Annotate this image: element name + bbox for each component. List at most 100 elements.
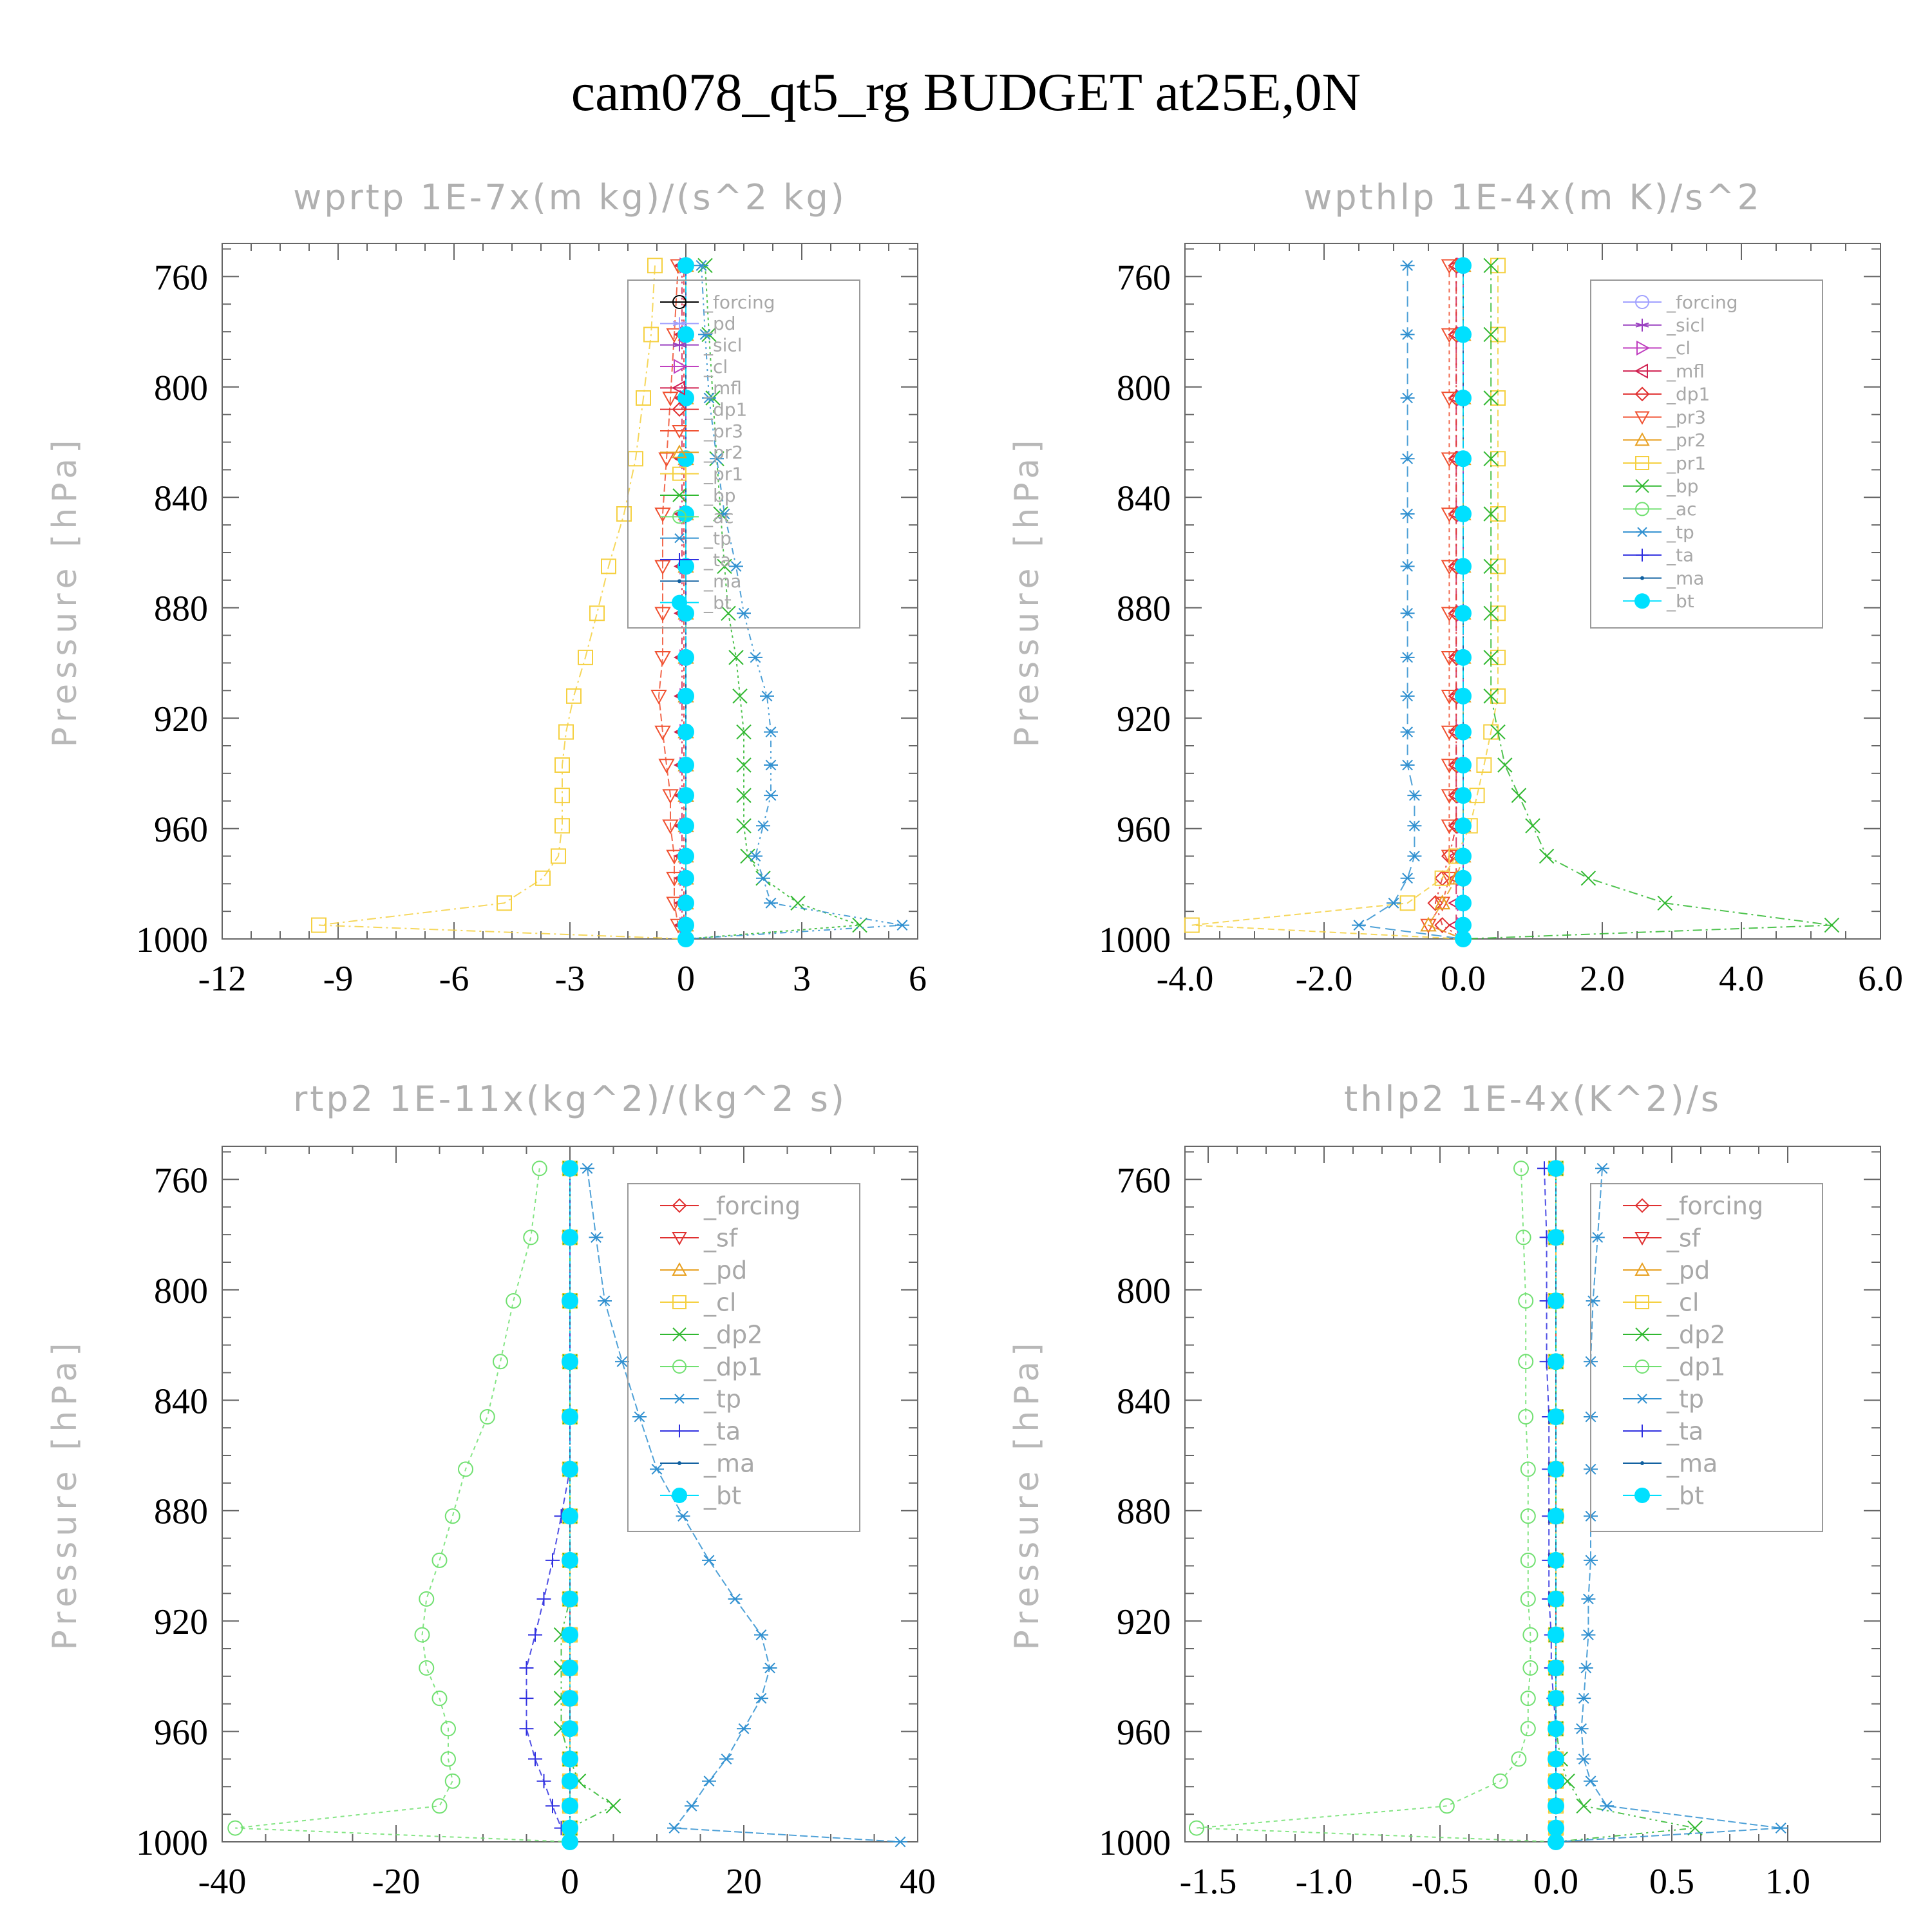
data-point bbox=[1483, 258, 1499, 273]
data-point bbox=[1548, 1819, 1564, 1837]
series-tp bbox=[685, 260, 909, 940]
series-bt bbox=[1455, 257, 1472, 947]
legend-item: _dp1 bbox=[1623, 1352, 1725, 1381]
data-point bbox=[1400, 392, 1415, 404]
legend-label: _bp bbox=[1666, 476, 1699, 497]
legend-item: _tp bbox=[1623, 1385, 1704, 1413]
data-point bbox=[562, 1353, 578, 1370]
data-point bbox=[764, 897, 778, 909]
x-tick-label: 0.0 bbox=[1441, 959, 1486, 999]
data-point bbox=[658, 452, 675, 468]
data-point bbox=[702, 1776, 716, 1787]
data-point bbox=[1578, 1662, 1593, 1674]
data-point bbox=[1387, 897, 1401, 909]
legend-label: _dp2 bbox=[1666, 1320, 1725, 1349]
legend-marker bbox=[1635, 456, 1649, 470]
legend-item: _pr3 bbox=[1623, 406, 1706, 428]
panel-1: wprtp 1E-7x(m kg)/(s^2 kg) Pressure [hPa]… bbox=[46, 177, 927, 999]
data-point bbox=[519, 1721, 534, 1736]
series-line bbox=[1544, 1168, 1557, 1842]
data-point bbox=[710, 453, 724, 464]
data-point bbox=[636, 390, 651, 406]
data-point bbox=[729, 561, 743, 572]
data-point bbox=[737, 1723, 751, 1734]
data-point bbox=[677, 723, 694, 741]
data-point bbox=[1441, 789, 1458, 804]
data-point bbox=[1400, 652, 1415, 663]
data-point bbox=[736, 818, 752, 833]
data-point bbox=[717, 508, 732, 520]
y-tick-label: 800 bbox=[154, 1271, 208, 1311]
legend-item: _bt bbox=[660, 592, 732, 613]
legend-item: _bt bbox=[1623, 1481, 1704, 1510]
legend-item: _ta bbox=[660, 1417, 741, 1445]
data-point bbox=[1441, 651, 1458, 666]
legend-label: _sicl bbox=[703, 334, 743, 355]
data-point bbox=[1441, 452, 1458, 468]
x-tick-label: 0.0 bbox=[1533, 1862, 1578, 1902]
data-point bbox=[598, 1295, 612, 1307]
legend-marker bbox=[1634, 363, 1648, 379]
legend-item: _pd bbox=[1623, 1256, 1710, 1284]
data-point bbox=[531, 1160, 547, 1177]
x-tick-label: -0.5 bbox=[1412, 1862, 1469, 1902]
x-tick-label: -12 bbox=[198, 959, 247, 999]
series-bp bbox=[685, 258, 867, 940]
data-point bbox=[562, 1508, 578, 1525]
data-point bbox=[1492, 1773, 1508, 1789]
legend-marker bbox=[673, 1394, 686, 1404]
data-point bbox=[562, 1590, 578, 1607]
series-line bbox=[526, 1168, 571, 1842]
data-point bbox=[1434, 895, 1451, 910]
data-point bbox=[431, 1690, 448, 1707]
data-point bbox=[702, 392, 716, 404]
data-point bbox=[1511, 788, 1527, 803]
data-point bbox=[558, 724, 574, 740]
series-line bbox=[1555, 1168, 1781, 1842]
y-tick-label: 1000 bbox=[136, 1823, 208, 1863]
data-point bbox=[1520, 1552, 1536, 1568]
legend-label: _pr1 bbox=[703, 463, 743, 484]
data-point bbox=[1580, 871, 1596, 886]
data-point bbox=[685, 1800, 699, 1812]
data-point bbox=[311, 917, 327, 933]
data-point bbox=[677, 558, 694, 575]
data-point bbox=[702, 1555, 716, 1566]
legend-item: _mfl bbox=[660, 377, 742, 399]
legend-label: _ma bbox=[703, 571, 741, 592]
data-point bbox=[578, 649, 593, 665]
data-point bbox=[523, 1229, 539, 1245]
data-point bbox=[728, 650, 744, 665]
legend-item: _dp2 bbox=[1623, 1320, 1725, 1349]
y-tick-label: 800 bbox=[1117, 368, 1171, 408]
data-point bbox=[1434, 917, 1451, 933]
data-point bbox=[677, 450, 694, 468]
legend-marker bbox=[673, 533, 686, 544]
data-point bbox=[1548, 1508, 1564, 1525]
data-point bbox=[852, 917, 867, 933]
legend-marker bbox=[672, 1295, 687, 1309]
series-ta bbox=[519, 1161, 577, 1842]
data-point bbox=[589, 605, 605, 621]
data-point bbox=[1434, 896, 1451, 912]
data-point bbox=[497, 895, 512, 911]
data-point bbox=[616, 506, 632, 522]
legend-label: _dp1 bbox=[1666, 1352, 1725, 1381]
data-point bbox=[431, 1798, 448, 1814]
legend-item: _ac bbox=[660, 506, 734, 527]
legend-marker bbox=[1636, 340, 1651, 356]
data-point bbox=[519, 1691, 534, 1706]
data-point bbox=[1441, 507, 1458, 523]
data-point bbox=[1441, 328, 1458, 343]
legend-marker bbox=[1634, 1198, 1650, 1213]
legend-label: _mfl bbox=[703, 377, 742, 399]
legend-marker bbox=[672, 338, 687, 352]
series-line bbox=[1196, 1168, 1557, 1842]
y-tick-label: 1000 bbox=[1099, 920, 1171, 960]
data-point bbox=[1455, 257, 1472, 274]
data-point bbox=[677, 390, 694, 406]
data-point bbox=[1400, 726, 1415, 737]
y-tick-label: 840 bbox=[154, 478, 208, 518]
data-point bbox=[1522, 1660, 1539, 1676]
data-point bbox=[662, 392, 679, 407]
